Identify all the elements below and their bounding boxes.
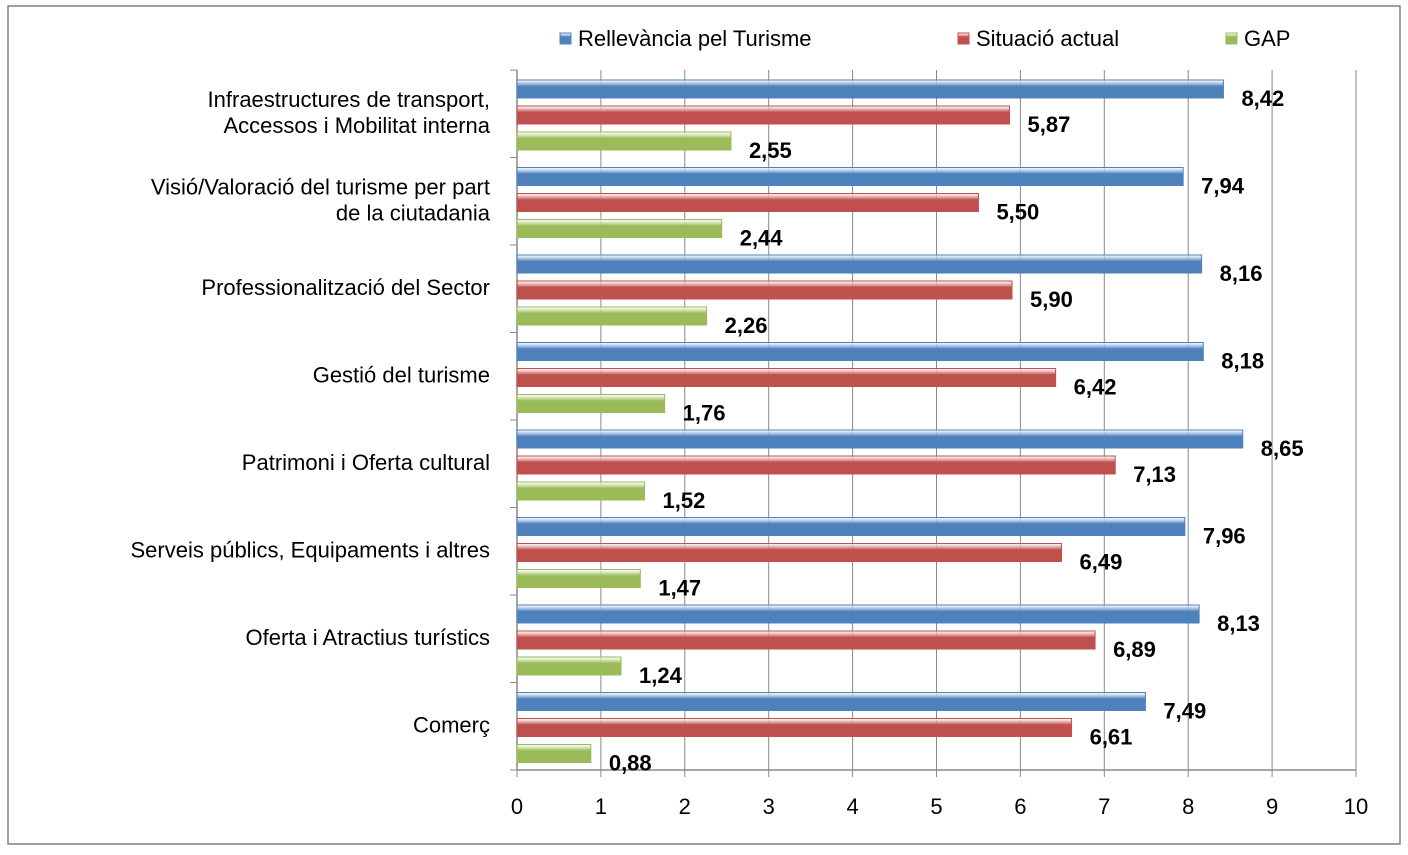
value-label: 7,94 <box>1201 173 1245 198</box>
bar <box>516 105 1010 125</box>
bar <box>516 543 1063 562</box>
x-tick-label: 7 <box>1098 794 1110 819</box>
value-label: 8,65 <box>1261 436 1304 461</box>
legend-label: Situació actual <box>976 26 1119 51</box>
category-label: Visió/Valoració del turisme per part de l… <box>151 174 491 225</box>
legend-label: Rellevància pel Turisme <box>578 26 812 51</box>
value-label: 8,13 <box>1217 611 1260 636</box>
bar <box>516 429 1244 449</box>
bar <box>516 455 1116 475</box>
value-label: 8,18 <box>1221 348 1264 373</box>
bar <box>516 342 1204 361</box>
value-label: 1,52 <box>663 488 706 513</box>
value-label: 6,61 <box>1090 724 1133 749</box>
value-label: 8,42 <box>1241 86 1284 111</box>
x-tick-label: 4 <box>846 794 858 819</box>
category-label: Oferta i Atractius turístics <box>245 625 490 650</box>
x-tick-label: 3 <box>763 794 775 819</box>
x-tick-label: 0 <box>511 794 523 819</box>
value-label: 7,96 <box>1203 523 1246 548</box>
bar <box>516 280 1013 300</box>
category-label: Infraestructures de transport, Accessos i… <box>208 87 491 138</box>
bar <box>516 718 1073 737</box>
bar <box>516 368 1057 387</box>
value-label: 7,13 <box>1133 462 1176 487</box>
x-tick-label: 1 <box>595 794 607 819</box>
value-label: 5,87 <box>1027 112 1070 137</box>
value-label: 2,55 <box>749 138 792 163</box>
x-tick-label: 8 <box>1182 794 1194 819</box>
bar <box>516 481 646 501</box>
value-label: 1,47 <box>658 575 701 600</box>
x-tick-label: 6 <box>1014 794 1026 819</box>
bar <box>516 219 723 238</box>
value-label: 7,49 <box>1163 698 1206 723</box>
bar <box>516 517 1186 536</box>
value-label: 2,26 <box>725 313 768 338</box>
bar <box>516 167 1184 186</box>
legend-label: GAP <box>1244 26 1290 51</box>
category-label: Patrimoni i Oferta cultural <box>242 450 490 475</box>
bar <box>516 131 732 151</box>
bar <box>516 569 641 588</box>
bar <box>516 394 666 413</box>
x-tick-label: 2 <box>679 794 691 819</box>
legend-swatch <box>1225 32 1238 45</box>
bar <box>516 254 1203 274</box>
category-label: Comerç <box>413 712 490 737</box>
bar <box>516 630 1096 650</box>
legend-swatch <box>559 32 572 45</box>
x-tick-label: 9 <box>1266 794 1278 819</box>
value-label: 1,76 <box>683 400 726 425</box>
x-tick-label: 5 <box>930 794 942 819</box>
legend-swatch <box>957 32 970 45</box>
bar <box>516 604 1200 624</box>
value-label: 2,44 <box>740 225 784 250</box>
category-label: Professionalització del Sector <box>201 275 490 300</box>
bar <box>516 744 592 763</box>
value-label: 6,49 <box>1080 549 1123 574</box>
bar <box>516 193 979 212</box>
value-label: 6,42 <box>1074 374 1117 399</box>
x-tick-label: 10 <box>1344 794 1368 819</box>
bar <box>516 692 1146 711</box>
value-label: 1,24 <box>639 663 683 688</box>
bar <box>516 656 622 676</box>
value-label: 6,89 <box>1113 637 1156 662</box>
category-label: Serveis públics, Equipaments i altres <box>131 537 491 562</box>
value-label: 5,50 <box>996 199 1039 224</box>
bar <box>516 306 708 326</box>
bar <box>516 79 1224 99</box>
value-label: 0,88 <box>609 750 652 775</box>
value-label: 5,90 <box>1030 287 1073 312</box>
value-label: 8,16 <box>1220 261 1263 286</box>
category-label: Gestió del turisme <box>313 362 490 387</box>
